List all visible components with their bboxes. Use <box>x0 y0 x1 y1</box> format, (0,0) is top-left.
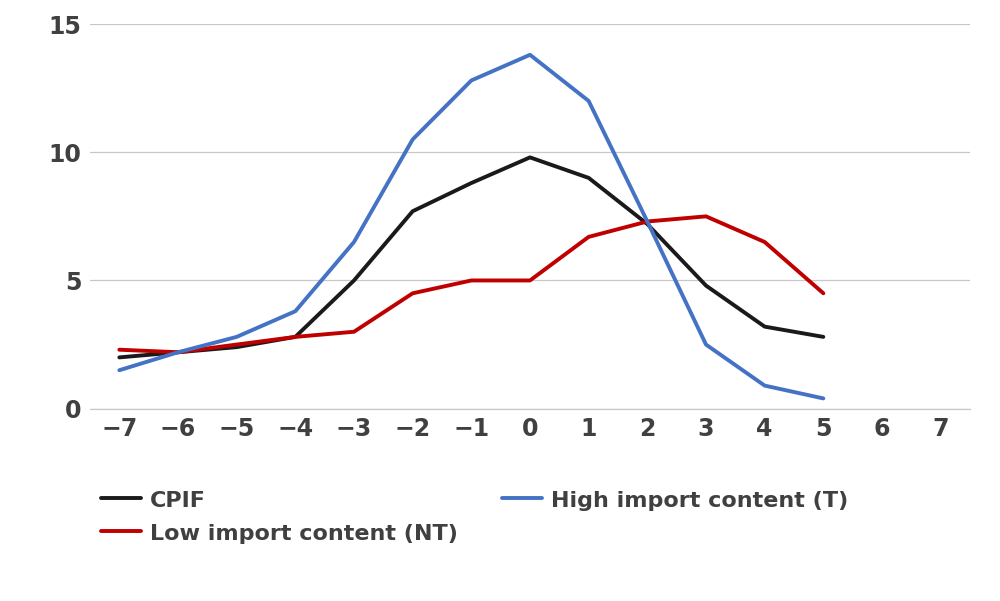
Low import content (NT) <box>583 233 595 240</box>
Low import content (NT) <box>231 341 243 348</box>
Legend: CPIF, Low import content (NT), High import content (T), : CPIF, Low import content (NT), High impo… <box>101 489 848 544</box>
High import content (T) <box>583 97 595 105</box>
Line: Low import content (NT): Low import content (NT) <box>119 216 823 352</box>
High import content (T) <box>407 136 419 143</box>
Low import content (NT) <box>759 239 771 246</box>
Line: High import content (T): High import content (T) <box>119 55 823 398</box>
High import content (T) <box>172 349 184 356</box>
CPIF <box>465 180 477 187</box>
Low import content (NT) <box>289 334 301 341</box>
High import content (T) <box>113 367 125 374</box>
High import content (T) <box>231 334 243 341</box>
CPIF <box>524 154 536 161</box>
High import content (T) <box>348 239 360 246</box>
CPIF <box>113 354 125 361</box>
Low import content (NT) <box>524 277 536 284</box>
High import content (T) <box>700 341 712 348</box>
CPIF <box>759 323 771 330</box>
High import content (T) <box>817 395 829 402</box>
Low import content (NT) <box>700 213 712 220</box>
Low import content (NT) <box>817 290 829 297</box>
CPIF <box>172 349 184 356</box>
High import content (T) <box>289 308 301 315</box>
High import content (T) <box>759 382 771 389</box>
Low import content (NT) <box>172 349 184 356</box>
Low import content (NT) <box>113 346 125 353</box>
High import content (T) <box>524 51 536 58</box>
Low import content (NT) <box>641 218 653 225</box>
High import content (T) <box>465 77 477 84</box>
CPIF <box>289 334 301 341</box>
Low import content (NT) <box>465 277 477 284</box>
CPIF <box>407 207 419 215</box>
CPIF <box>817 334 829 341</box>
CPIF <box>700 282 712 289</box>
Low import content (NT) <box>348 328 360 335</box>
CPIF <box>348 277 360 284</box>
High import content (T) <box>641 218 653 225</box>
CPIF <box>231 344 243 351</box>
Low import content (NT) <box>407 290 419 297</box>
Line: CPIF: CPIF <box>119 157 823 358</box>
CPIF <box>641 221 653 228</box>
CPIF <box>583 174 595 182</box>
